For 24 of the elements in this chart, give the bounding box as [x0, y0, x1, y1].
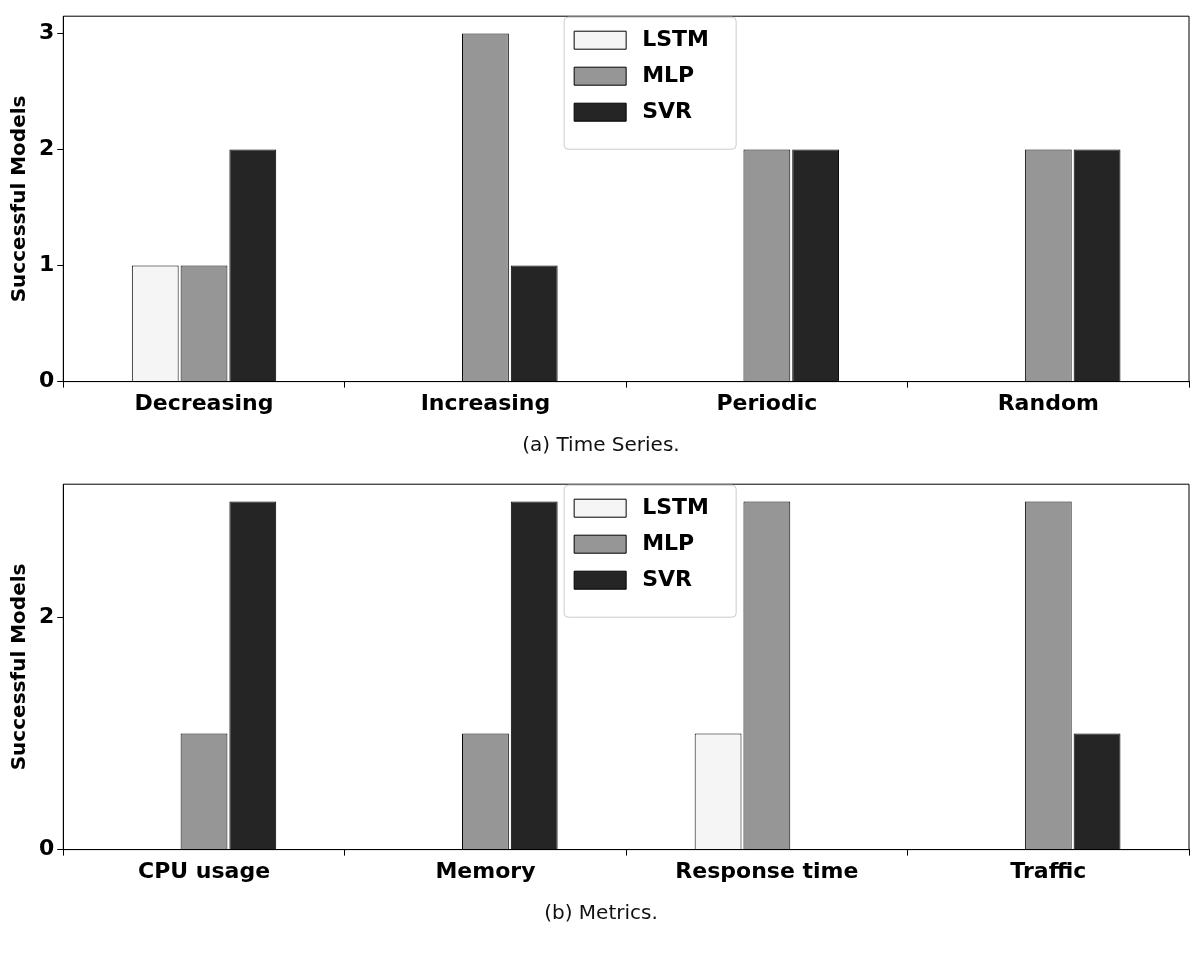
y-tick-label: 2	[39, 603, 55, 629]
x-tick-label: Traffic	[1010, 857, 1087, 883]
y-tick-label: 3	[39, 19, 55, 45]
x-tick-label: Decreasing	[134, 389, 274, 415]
legend-label: LSTM	[642, 25, 709, 51]
y-tick-label: 2	[39, 135, 55, 161]
legend-label: SVR	[642, 97, 693, 123]
y-axis-title: Successful Models	[6, 563, 31, 771]
legend-label: SVR	[642, 565, 693, 591]
text: (a) Time Series.	[521, 431, 681, 458]
x-tick-label: Periodic	[716, 389, 818, 415]
legend-label: MLP	[642, 529, 695, 555]
x-tick-label: CPU usage	[137, 857, 271, 883]
x-tick-label: Random	[997, 389, 1099, 415]
legend-label: MLP	[642, 61, 695, 87]
y-axis-title: Successful Models	[6, 95, 31, 303]
x-tick-label: Memory	[435, 857, 536, 883]
x-tick-label: Increasing	[420, 389, 551, 415]
y-tick-label: 0	[39, 835, 55, 861]
legend-label: LSTM	[642, 493, 709, 519]
text: (b) Metrics.	[543, 899, 659, 926]
y-tick-label: 0	[39, 367, 55, 393]
y-tick-label: 1	[39, 251, 55, 277]
x-tick-label: Response time	[675, 857, 859, 883]
